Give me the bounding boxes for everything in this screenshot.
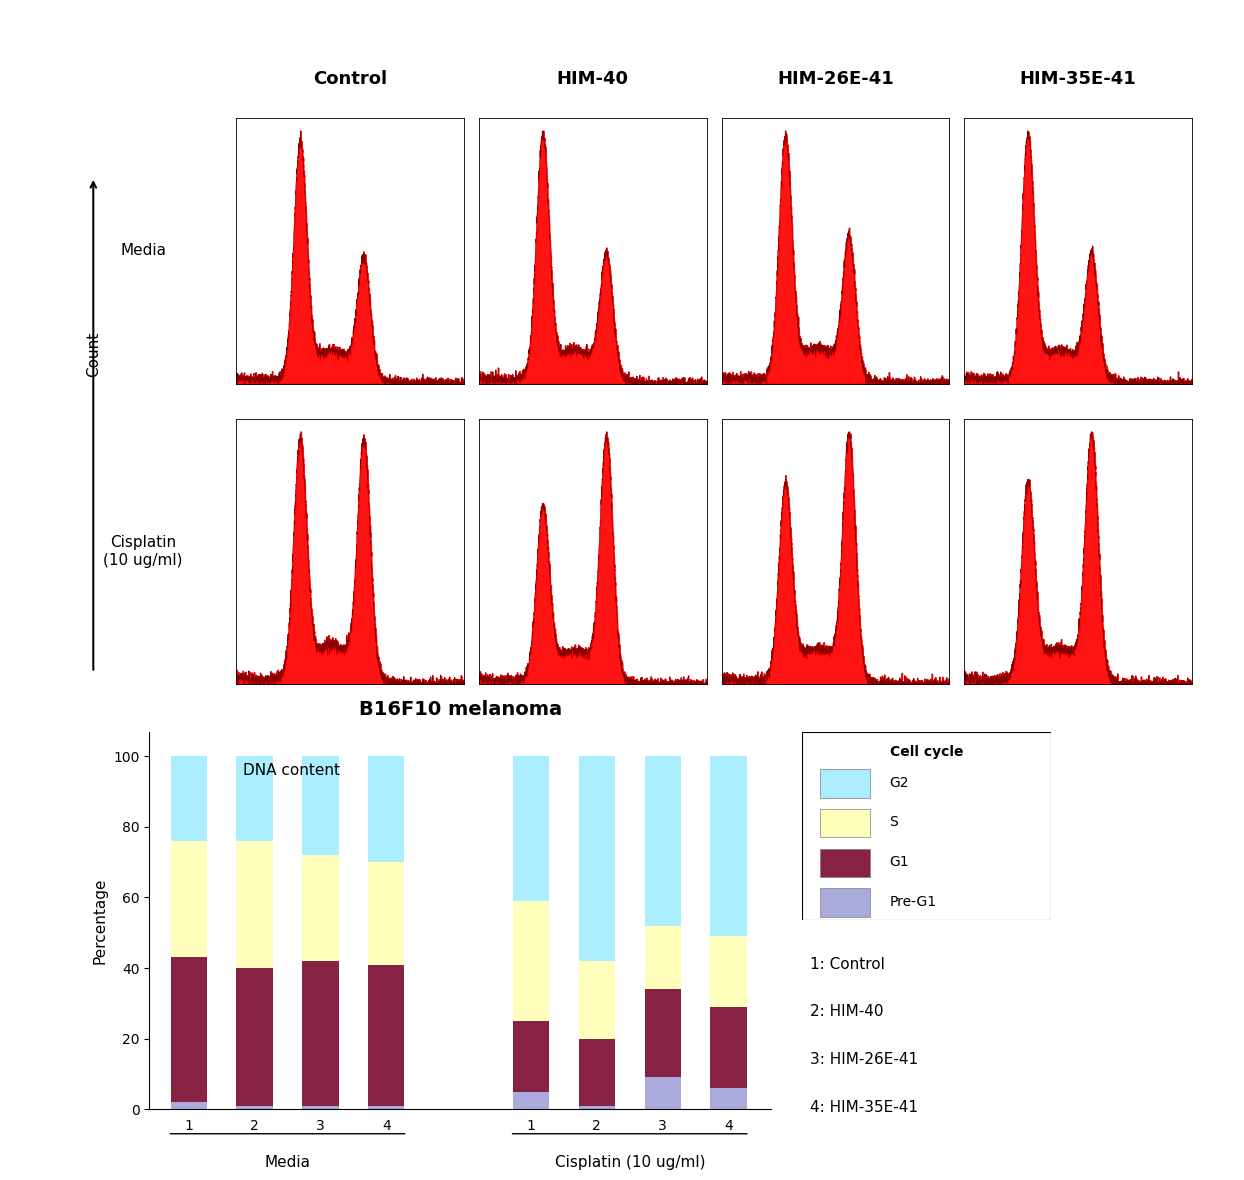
Text: Cell cycle: Cell cycle <box>889 745 964 759</box>
FancyBboxPatch shape <box>820 889 870 917</box>
Text: HIM-26E-41: HIM-26E-41 <box>778 71 893 88</box>
Bar <box>513 1092 549 1109</box>
Text: Control: Control <box>313 71 387 88</box>
Bar <box>710 936 746 1007</box>
Bar <box>236 841 272 968</box>
Bar <box>302 756 338 856</box>
Bar <box>644 756 680 925</box>
Text: Media: Media <box>121 243 165 258</box>
Bar <box>644 1077 680 1109</box>
Text: 2: HIM-40: 2: HIM-40 <box>810 1004 883 1020</box>
Bar <box>578 1038 615 1106</box>
Bar <box>710 1088 746 1109</box>
Bar <box>578 961 615 1038</box>
Bar <box>236 756 272 841</box>
Bar <box>368 863 404 964</box>
Bar <box>710 1007 746 1088</box>
Bar <box>513 1021 549 1092</box>
Bar <box>170 756 207 841</box>
Bar <box>578 756 615 961</box>
Text: Count: Count <box>86 332 101 376</box>
Bar <box>170 841 207 957</box>
Y-axis label: Percentage: Percentage <box>92 877 108 964</box>
Text: Cisplatin
(10 ug/ml): Cisplatin (10 ug/ml) <box>103 536 183 568</box>
Text: Media: Media <box>265 1154 311 1169</box>
FancyBboxPatch shape <box>802 732 1051 920</box>
Bar <box>236 968 272 1106</box>
FancyBboxPatch shape <box>820 809 870 838</box>
Text: 3: HIM-26E-41: 3: HIM-26E-41 <box>810 1053 918 1067</box>
Bar <box>302 961 338 1106</box>
Text: Cisplatin (10 ug/ml): Cisplatin (10 ug/ml) <box>555 1154 705 1169</box>
Bar <box>368 964 404 1106</box>
Bar <box>302 1106 338 1109</box>
FancyBboxPatch shape <box>820 769 870 798</box>
Bar <box>170 1102 207 1109</box>
Bar <box>710 756 746 936</box>
Title: B16F10 melanoma: B16F10 melanoma <box>358 700 562 719</box>
Bar <box>170 957 207 1102</box>
Text: G2: G2 <box>889 775 909 789</box>
Text: HIM-40: HIM-40 <box>557 71 628 88</box>
Bar <box>644 925 680 989</box>
Text: 4: HIM-35E-41: 4: HIM-35E-41 <box>810 1100 918 1115</box>
Bar <box>368 1106 404 1109</box>
Text: G1: G1 <box>889 854 909 868</box>
Bar <box>236 1106 272 1109</box>
Bar <box>644 989 680 1077</box>
Text: S: S <box>889 815 898 830</box>
Text: DNA content: DNA content <box>243 763 340 778</box>
Text: 1: Control: 1: Control <box>810 957 884 971</box>
FancyBboxPatch shape <box>820 848 870 877</box>
Bar <box>513 902 549 1021</box>
Text: HIM-35E-41: HIM-35E-41 <box>1020 71 1136 88</box>
Bar <box>302 856 338 961</box>
Bar <box>578 1106 615 1109</box>
Text: Pre-G1: Pre-G1 <box>889 894 937 909</box>
Bar <box>368 756 404 863</box>
Bar <box>513 756 549 902</box>
